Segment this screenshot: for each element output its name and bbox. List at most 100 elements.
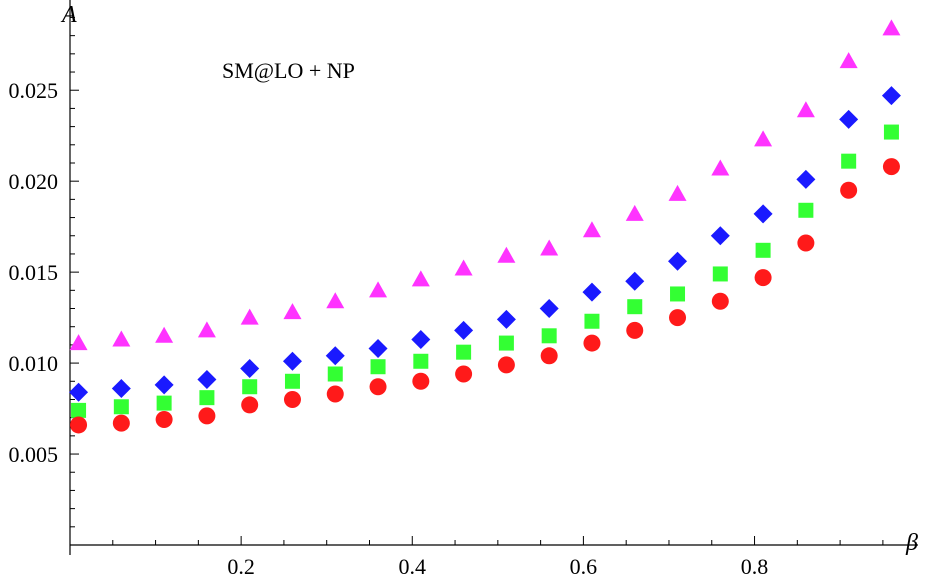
data-point-circle xyxy=(283,390,301,408)
data-point-triangle xyxy=(69,334,88,351)
data-point-square xyxy=(498,335,514,351)
data-point-square xyxy=(413,353,429,369)
data-marks xyxy=(69,19,901,434)
data-point-diamond xyxy=(796,169,816,189)
data-point-circle xyxy=(754,269,772,287)
y-ticks: 0.005 0.010 0.015 0.020 0.025 xyxy=(9,16,79,528)
y-tick-label: 0.020 xyxy=(9,169,59,194)
x-tick-label: 0.8 xyxy=(741,554,769,579)
data-point-circle xyxy=(840,181,858,199)
data-point-triangle xyxy=(540,239,559,256)
data-point-triangle xyxy=(112,330,131,347)
x-tick-label: 0.4 xyxy=(399,554,427,579)
data-point-triangle xyxy=(668,184,687,201)
data-point-diamond xyxy=(368,339,388,359)
data-point-square xyxy=(370,359,386,375)
data-point-square xyxy=(284,373,300,389)
data-point-triangle xyxy=(711,159,730,176)
data-point-triangle xyxy=(582,221,601,238)
data-point-circle xyxy=(412,372,430,390)
y-tick-label: 0.015 xyxy=(9,260,59,285)
data-point-circle xyxy=(711,292,729,310)
data-point-square xyxy=(327,366,343,382)
data-point-square xyxy=(712,266,728,282)
data-point-triangle xyxy=(197,321,216,338)
data-point-circle xyxy=(540,347,558,365)
data-point-triangle xyxy=(283,303,302,320)
data-point-diamond xyxy=(454,320,474,340)
data-point-diamond xyxy=(111,379,131,399)
data-point-circle xyxy=(797,234,815,252)
data-point-circle xyxy=(455,365,473,383)
data-point-circle xyxy=(882,158,900,176)
data-point-circle xyxy=(70,416,88,434)
y-tick-label: 0.010 xyxy=(9,351,59,376)
data-point-circle xyxy=(583,334,601,352)
data-point-square xyxy=(113,399,129,415)
y-axis-label: A xyxy=(60,2,77,28)
data-point-circle xyxy=(497,356,515,374)
data-point-circle xyxy=(626,321,644,339)
series-circle xyxy=(70,158,900,434)
data-point-diamond xyxy=(411,329,431,349)
data-point-diamond xyxy=(839,109,859,129)
data-point-square xyxy=(242,379,258,395)
x-axis-label: β xyxy=(905,530,918,556)
data-point-circle xyxy=(669,309,687,327)
data-point-circle xyxy=(369,378,387,396)
x-tick-label: 0.6 xyxy=(570,554,598,579)
data-point-diamond xyxy=(496,309,516,329)
data-point-triangle xyxy=(497,246,516,263)
chart-annotation: SM@LO + NP xyxy=(222,58,355,83)
data-point-diamond xyxy=(69,382,89,402)
data-point-diamond xyxy=(753,204,773,224)
data-point-diamond xyxy=(154,375,174,395)
data-point-circle xyxy=(112,414,130,432)
data-point-triangle xyxy=(240,308,259,325)
x-ticks: 0.2 0.4 0.6 0.8 xyxy=(112,536,884,579)
data-point-diamond xyxy=(240,359,260,379)
data-point-square xyxy=(71,402,87,418)
data-point-diamond xyxy=(881,86,901,106)
data-point-square xyxy=(841,153,857,169)
data-point-diamond xyxy=(325,346,345,366)
data-point-square xyxy=(755,242,771,258)
data-point-square xyxy=(798,202,814,218)
series-diamond xyxy=(69,86,901,402)
x-tick-label: 0.2 xyxy=(227,554,255,579)
data-point-triangle xyxy=(454,259,473,276)
data-point-triangle xyxy=(155,326,174,343)
data-point-triangle xyxy=(796,101,815,118)
data-point-diamond xyxy=(710,226,730,246)
data-point-triangle xyxy=(625,204,644,221)
data-point-square xyxy=(199,390,215,406)
series-square xyxy=(71,124,899,418)
data-point-square xyxy=(584,313,600,329)
data-point-square xyxy=(541,328,557,344)
series-triangle xyxy=(69,19,901,351)
data-point-triangle xyxy=(839,52,858,69)
data-point-diamond xyxy=(668,251,688,271)
data-point-diamond xyxy=(582,282,602,302)
data-point-diamond xyxy=(625,271,645,291)
data-point-square xyxy=(883,124,899,140)
data-point-triangle xyxy=(411,270,430,287)
y-tick-label: 0.025 xyxy=(9,78,59,103)
data-point-diamond xyxy=(282,351,302,371)
data-point-circle xyxy=(155,410,173,428)
data-point-square xyxy=(670,286,686,302)
data-point-triangle xyxy=(369,281,388,298)
data-point-circle xyxy=(326,385,344,403)
data-point-triangle xyxy=(882,19,901,36)
data-point-square xyxy=(627,299,643,315)
data-point-triangle xyxy=(326,292,345,309)
data-point-circle xyxy=(241,396,259,414)
data-point-circle xyxy=(198,407,216,425)
y-tick-label: 0.005 xyxy=(9,442,59,467)
data-point-square xyxy=(156,395,172,411)
data-point-diamond xyxy=(197,369,217,389)
data-point-square xyxy=(456,344,472,360)
data-point-triangle xyxy=(754,130,773,147)
axes: 0.2 0.4 0.6 0.8 0.005 0.010 0.015 0.020 0.025 xyxy=(9,0,918,579)
